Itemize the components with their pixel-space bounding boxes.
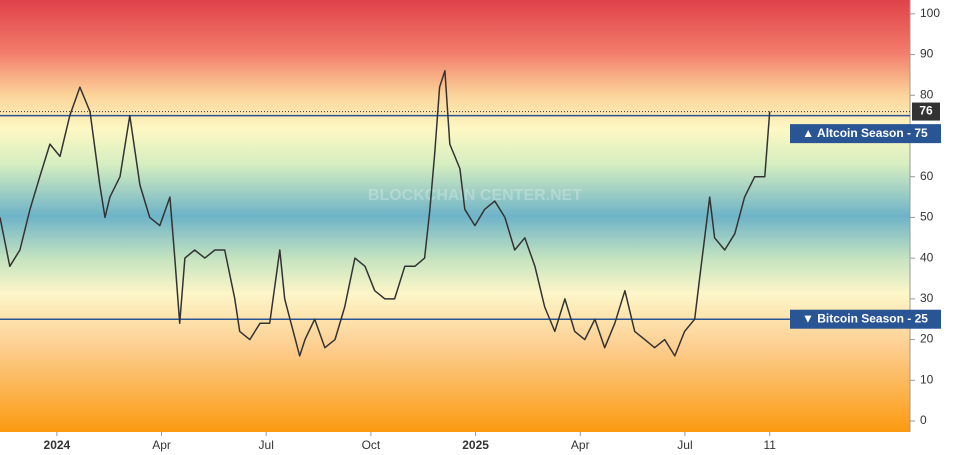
y-tick-label: 80 xyxy=(920,87,934,101)
threshold-label: ▼ Bitcoin Season - 25 xyxy=(802,311,928,325)
last-value-label: 76 xyxy=(919,104,933,118)
threshold-label-box xyxy=(790,309,941,329)
last-value-box xyxy=(912,102,940,121)
y-tick-label: 40 xyxy=(920,250,934,264)
y-tick-label: 100 xyxy=(920,6,940,20)
x-tick-label: 2024 xyxy=(44,438,71,452)
x-tick-label: Apr xyxy=(152,438,171,452)
threshold-label-box xyxy=(790,124,941,144)
watermark: BLOCKCHAIN CENTER.NET xyxy=(368,187,582,204)
y-tick-label: 10 xyxy=(920,372,934,386)
y-tick-label: 30 xyxy=(920,291,934,305)
y-tick-label: 20 xyxy=(920,332,934,346)
line-series xyxy=(0,70,771,357)
threshold-label: ▲ Altcoin Season - 75 xyxy=(802,126,928,140)
y-tick-label: 50 xyxy=(920,210,934,224)
plot-background xyxy=(0,0,910,432)
x-tick-label: Jul xyxy=(259,438,274,452)
y-tick-label: 90 xyxy=(920,47,934,61)
y-tick-label: 0 xyxy=(920,413,927,427)
y-tick-label: 60 xyxy=(920,169,934,183)
x-tick-label: 11 xyxy=(763,438,776,452)
x-tick-label: Apr xyxy=(571,438,590,452)
x-tick-label: Jul xyxy=(677,438,692,452)
x-tick-label: 2025 xyxy=(462,438,489,452)
x-tick-label: Oct xyxy=(362,438,381,452)
